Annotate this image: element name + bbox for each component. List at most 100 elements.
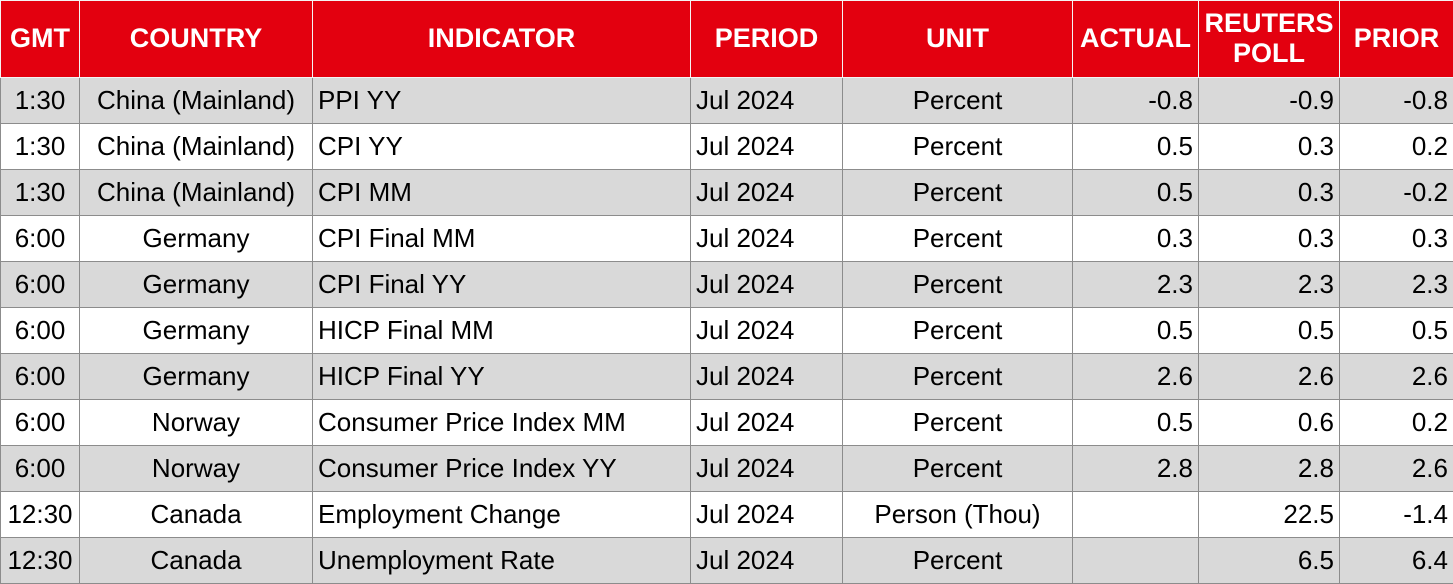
country-cell: Canada <box>80 492 313 538</box>
unit-cell: Percent <box>843 308 1073 354</box>
period-cell: Jul 2024 <box>691 538 843 584</box>
header-row: GMT COUNTRY INDICATOR PERIOD UNIT ACTUAL… <box>1 1 1453 78</box>
period-cell: Jul 2024 <box>691 78 843 124</box>
prior-cell: 0.2 <box>1340 400 1453 446</box>
actual-cell: 2.3 <box>1073 262 1199 308</box>
country-cell: Canada <box>80 538 313 584</box>
gmt-cell: 6:00 <box>1 446 80 492</box>
country-cell: China (Mainland) <box>80 170 313 216</box>
period-cell: Jul 2024 <box>691 354 843 400</box>
unit-cell: Percent <box>843 124 1073 170</box>
unit-cell: Percent <box>843 262 1073 308</box>
prior-cell: 0.2 <box>1340 124 1453 170</box>
indicator-cell: HICP Final YY <box>313 354 691 400</box>
table-row: 12:30 Canada Employment Change Jul 2024 … <box>1 492 1453 538</box>
period-cell: Jul 2024 <box>691 308 843 354</box>
table-row: 6:00 Norway Consumer Price Index MM Jul … <box>1 400 1453 446</box>
poll-cell: 0.3 <box>1199 124 1340 170</box>
table-row: 1:30 China (Mainland) CPI MM Jul 2024 Pe… <box>1 170 1453 216</box>
country-cell: China (Mainland) <box>80 78 313 124</box>
table-row: 6:00 Germany HICP Final YY Jul 2024 Perc… <box>1 354 1453 400</box>
header-country: COUNTRY <box>80 1 313 78</box>
unit-cell: Person (Thou) <box>843 492 1073 538</box>
table-row: 1:30 China (Mainland) PPI YY Jul 2024 Pe… <box>1 78 1453 124</box>
actual-cell: 0.5 <box>1073 124 1199 170</box>
actual-cell: 2.6 <box>1073 354 1199 400</box>
actual-cell <box>1073 492 1199 538</box>
poll-cell: 2.3 <box>1199 262 1340 308</box>
prior-cell: 2.6 <box>1340 446 1453 492</box>
indicator-cell: CPI MM <box>313 170 691 216</box>
gmt-cell: 1:30 <box>1 78 80 124</box>
indicator-cell: HICP Final MM <box>313 308 691 354</box>
table-row: 6:00 Germany CPI Final MM Jul 2024 Perce… <box>1 216 1453 262</box>
header-gmt: GMT <box>1 1 80 78</box>
poll-cell: 2.6 <box>1199 354 1340 400</box>
indicator-cell: CPI Final MM <box>313 216 691 262</box>
header-period: PERIOD <box>691 1 843 78</box>
indicator-cell: Employment Change <box>313 492 691 538</box>
indicator-cell: Consumer Price Index MM <box>313 400 691 446</box>
country-cell: China (Mainland) <box>80 124 313 170</box>
gmt-cell: 1:30 <box>1 124 80 170</box>
period-cell: Jul 2024 <box>691 124 843 170</box>
indicator-cell: CPI YY <box>313 124 691 170</box>
period-cell: Jul 2024 <box>691 492 843 538</box>
poll-cell: 0.5 <box>1199 308 1340 354</box>
prior-cell: 2.3 <box>1340 262 1453 308</box>
period-cell: Jul 2024 <box>691 446 843 492</box>
header-indicator: INDICATOR <box>313 1 691 78</box>
country-cell: Germany <box>80 308 313 354</box>
country-cell: Germany <box>80 354 313 400</box>
unit-cell: Percent <box>843 78 1073 124</box>
prior-cell: -0.2 <box>1340 170 1453 216</box>
unit-cell: Percent <box>843 170 1073 216</box>
unit-cell: Percent <box>843 354 1073 400</box>
country-cell: Germany <box>80 262 313 308</box>
gmt-cell: 6:00 <box>1 308 80 354</box>
unit-cell: Percent <box>843 538 1073 584</box>
period-cell: Jul 2024 <box>691 400 843 446</box>
period-cell: Jul 2024 <box>691 170 843 216</box>
table-row: 1:30 China (Mainland) CPI YY Jul 2024 Pe… <box>1 124 1453 170</box>
poll-cell: 0.6 <box>1199 400 1340 446</box>
header-actual: ACTUAL <box>1073 1 1199 78</box>
header-prior: PRIOR <box>1340 1 1453 78</box>
prior-cell: 0.3 <box>1340 216 1453 262</box>
unit-cell: Percent <box>843 400 1073 446</box>
table-row: 6:00 Germany CPI Final YY Jul 2024 Perce… <box>1 262 1453 308</box>
actual-cell: 0.5 <box>1073 308 1199 354</box>
gmt-cell: 12:30 <box>1 538 80 584</box>
prior-cell: 0.5 <box>1340 308 1453 354</box>
indicator-cell: Unemployment Rate <box>313 538 691 584</box>
poll-cell: 6.5 <box>1199 538 1340 584</box>
table-row: 6:00 Norway Consumer Price Index YY Jul … <box>1 446 1453 492</box>
actual-cell: -0.8 <box>1073 78 1199 124</box>
indicator-cell: PPI YY <box>313 78 691 124</box>
poll-cell: 22.5 <box>1199 492 1340 538</box>
header-reuters-poll: REUTERS POLL <box>1199 1 1340 78</box>
gmt-cell: 6:00 <box>1 216 80 262</box>
indicator-cell: CPI Final YY <box>313 262 691 308</box>
gmt-cell: 6:00 <box>1 262 80 308</box>
table-row: 6:00 Germany HICP Final MM Jul 2024 Perc… <box>1 308 1453 354</box>
country-cell: Norway <box>80 446 313 492</box>
poll-cell: 0.3 <box>1199 216 1340 262</box>
prior-cell: -0.8 <box>1340 78 1453 124</box>
actual-cell: 0.5 <box>1073 400 1199 446</box>
gmt-cell: 6:00 <box>1 354 80 400</box>
poll-cell: 2.8 <box>1199 446 1340 492</box>
period-cell: Jul 2024 <box>691 262 843 308</box>
prior-cell: 6.4 <box>1340 538 1453 584</box>
country-cell: Germany <box>80 216 313 262</box>
poll-cell: -0.9 <box>1199 78 1340 124</box>
country-cell: Norway <box>80 400 313 446</box>
unit-cell: Percent <box>843 216 1073 262</box>
actual-cell: 0.5 <box>1073 170 1199 216</box>
table-row: 12:30 Canada Unemployment Rate Jul 2024 … <box>1 538 1453 584</box>
period-cell: Jul 2024 <box>691 216 843 262</box>
prior-cell: -1.4 <box>1340 492 1453 538</box>
prior-cell: 2.6 <box>1340 354 1453 400</box>
header-unit: UNIT <box>843 1 1073 78</box>
